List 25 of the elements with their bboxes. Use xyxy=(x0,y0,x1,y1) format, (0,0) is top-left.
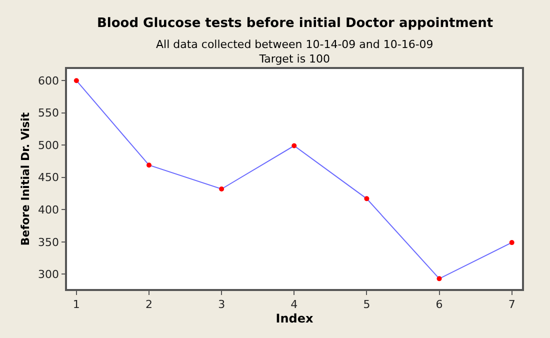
x-tick-label: 5 xyxy=(363,298,370,311)
x-tick-label: 7 xyxy=(508,298,516,311)
y-axis-title: Before Initial Dr. Visit xyxy=(19,112,32,246)
x-tick-label: 6 xyxy=(436,298,443,311)
chart-subtitle: All data collected between 10-14-09 and 10-16-09 Target is 100 xyxy=(156,38,434,66)
x-tick-label: 3 xyxy=(218,298,226,311)
x-axis-title: Index xyxy=(276,311,314,326)
point xyxy=(219,186,224,192)
point xyxy=(509,240,514,246)
y-tick-label: 300 xyxy=(38,268,60,282)
y-tick-label: 500 xyxy=(38,138,60,152)
point xyxy=(436,276,442,282)
y-tick-label: 450 xyxy=(38,171,60,184)
x-tick-label: 2 xyxy=(146,298,152,311)
x-tick-label: 4 xyxy=(290,298,298,311)
point xyxy=(292,143,297,148)
y-tick-label: 600 xyxy=(38,74,60,88)
y-tick-label: 550 xyxy=(38,106,60,120)
point xyxy=(74,78,79,84)
y-tick-label: 350 xyxy=(38,236,60,249)
point xyxy=(364,196,370,202)
y-tick-label: 400 xyxy=(38,204,60,216)
x-tick-label: 1 xyxy=(72,298,80,311)
point xyxy=(146,162,152,168)
chart-title: Blood Glucose tests before initial Doctor appointment xyxy=(97,16,494,31)
